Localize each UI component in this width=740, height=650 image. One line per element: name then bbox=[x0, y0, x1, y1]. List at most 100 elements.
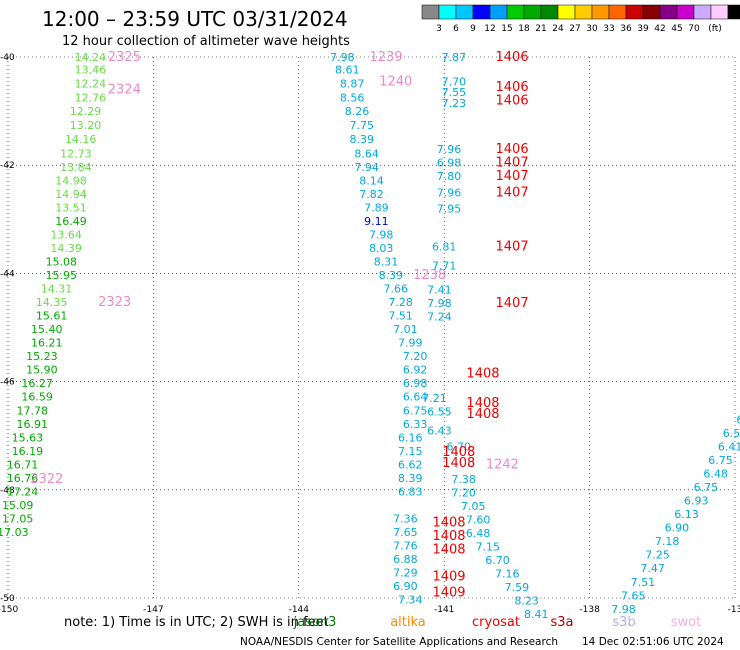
data-point-label: 6.70 bbox=[446, 441, 471, 454]
footer-timestamp: 14 Dec 02:51:06 UTC 2024 bbox=[582, 636, 724, 648]
data-point-label: 2325 bbox=[108, 50, 141, 65]
colorbar-swatch bbox=[557, 4, 576, 20]
colorbar-swatch bbox=[710, 4, 729, 20]
data-point-label: 1407 bbox=[496, 239, 529, 254]
data-point-label: 6.54 bbox=[723, 427, 740, 440]
colorbar-swatch bbox=[574, 4, 593, 20]
colorbar-label: 27 bbox=[569, 24, 580, 34]
colorbar-swatch bbox=[659, 4, 678, 20]
colorbar-label: 36 bbox=[620, 24, 632, 34]
data-point-label: 16.76 bbox=[7, 472, 39, 485]
colorbar-label: 42 bbox=[654, 24, 665, 34]
data-point-label: 6.41 bbox=[718, 441, 740, 454]
data-point-label: 7.98 bbox=[330, 51, 355, 64]
data-point-label: 7.20 bbox=[403, 350, 428, 363]
data-point-label: 16.71 bbox=[7, 458, 39, 471]
lon-tick-label: -13 bbox=[728, 605, 740, 615]
data-point-label: 8.23 bbox=[514, 595, 539, 608]
data-point-label: 6.16 bbox=[398, 431, 423, 444]
colorbar-label: (ft) bbox=[708, 24, 722, 34]
data-point-label: 1240 bbox=[379, 74, 412, 89]
data-point-label: 7.55 bbox=[442, 86, 467, 99]
lon-tick-label: -138 bbox=[579, 605, 600, 615]
data-point-label: 7.05 bbox=[461, 500, 486, 513]
data-point-label: 7.82 bbox=[359, 188, 384, 201]
data-point-label: 1408 bbox=[466, 366, 499, 381]
colorbar-swatch bbox=[523, 4, 542, 20]
data-point-label: 1407 bbox=[496, 155, 529, 170]
data-point-label: 7.59 bbox=[505, 581, 530, 594]
colorbar-swatch bbox=[642, 4, 661, 20]
data-point-label: 6.75 bbox=[708, 454, 733, 467]
data-point-label: 7.65 bbox=[393, 526, 418, 539]
data-point-label: 7.96 bbox=[437, 143, 462, 156]
data-point-label: 6.64 bbox=[403, 391, 428, 404]
data-point-label: 6.90 bbox=[665, 522, 690, 535]
data-point-label: 7.51 bbox=[388, 310, 413, 323]
footer-credit: NOAA/NESDIS Center for Satellite Applica… bbox=[240, 636, 558, 648]
data-point-label: 7.98 bbox=[427, 297, 452, 310]
axis-ticks: -40 -42 -44 -46 -48 -50-150 -147 -144 -141 -138 -1… bbox=[0, 53, 740, 615]
data-point-label: 17.24 bbox=[7, 485, 39, 498]
data-point-label: 1406 bbox=[496, 142, 529, 157]
data-point-label: 7.75 bbox=[350, 119, 375, 132]
data-point-label: 6.55 bbox=[427, 405, 452, 418]
data-point-label: 7.95 bbox=[437, 202, 462, 215]
data-point-label: 8.41 bbox=[524, 608, 549, 621]
data-point-label: 7.21 bbox=[422, 392, 447, 405]
colorbar-swatch bbox=[625, 4, 644, 20]
data-point-label: 17.03 bbox=[0, 526, 29, 539]
data-point-label: 7.28 bbox=[388, 296, 413, 309]
data-point-label: 6.83 bbox=[398, 485, 423, 498]
colorbar-label: 24 bbox=[552, 24, 564, 34]
data-point-label: 6.98 bbox=[437, 156, 462, 169]
lat-tick-label: -48 bbox=[0, 486, 15, 496]
data-point-label: 6.48 bbox=[703, 468, 728, 481]
data-point-label: 1239 bbox=[369, 50, 402, 65]
data-point-label: 7.20 bbox=[451, 487, 476, 500]
colorbar-label: 39 bbox=[637, 24, 649, 34]
data-point-label: 6.81 bbox=[432, 240, 457, 253]
data-point-label: 6 bbox=[736, 413, 740, 426]
colorbar: 3 6 9 12 15 18 21 24 27 30 33 36 39 42 45 70 (ft) bbox=[421, 4, 740, 34]
colorbar-swatch bbox=[540, 4, 559, 20]
data-point-label: 15.61 bbox=[36, 310, 68, 323]
data-point-label: 7.24 bbox=[427, 311, 452, 324]
data-point-label: 8.39 bbox=[398, 472, 423, 485]
colorbar-label: 12 bbox=[484, 24, 495, 34]
data-point-label: 7.15 bbox=[398, 445, 423, 458]
data-point-label: 8.87 bbox=[340, 78, 365, 91]
data-point-label: 1406 bbox=[496, 50, 529, 65]
colorbar-label: 70 bbox=[688, 24, 700, 34]
data-point-label: 6.62 bbox=[398, 458, 423, 471]
colorbar-swatch bbox=[693, 4, 712, 20]
data-point-label: 1238 bbox=[413, 268, 446, 283]
data-point-label: 1406 bbox=[496, 93, 529, 108]
data-point-label: 6.92 bbox=[403, 364, 428, 377]
data-point-label: 7.96 bbox=[437, 186, 462, 199]
data-point-label: 1408 bbox=[442, 456, 475, 471]
colorbar-swatch bbox=[455, 4, 474, 20]
data-point-label: 13.46 bbox=[75, 63, 107, 76]
data-point-label: 6.75 bbox=[694, 481, 719, 494]
lat-tick-label: -40 bbox=[0, 53, 15, 63]
data-point-label: 6.70 bbox=[485, 554, 510, 567]
data-point-label: 6.88 bbox=[393, 553, 418, 566]
data-point-label: 14.31 bbox=[41, 283, 73, 296]
satellite-legend: jason3 altika cryosat s3a s3b swot bbox=[293, 615, 702, 630]
data-point-label: 7.15 bbox=[476, 541, 501, 554]
colorbar-swatch bbox=[591, 4, 610, 20]
data-point-label: 12.24 bbox=[75, 78, 107, 91]
data-point-label: 9.11 bbox=[364, 215, 389, 228]
colorbar-label: 30 bbox=[586, 24, 598, 34]
data-point-label: 1408 bbox=[466, 396, 499, 411]
data-point-label: 6.90 bbox=[393, 580, 418, 593]
data-point-label: 7.34 bbox=[398, 594, 423, 607]
data-point-label: 8.03 bbox=[369, 242, 394, 255]
data-point-label: 7.60 bbox=[466, 514, 491, 527]
data-point-label: 15.90 bbox=[26, 364, 58, 377]
data-point-label: 7.65 bbox=[621, 589, 646, 602]
data-point-label: 14.16 bbox=[65, 133, 97, 146]
data-point-label: 2322 bbox=[30, 472, 63, 487]
data-point-label: 1408 bbox=[432, 515, 465, 530]
